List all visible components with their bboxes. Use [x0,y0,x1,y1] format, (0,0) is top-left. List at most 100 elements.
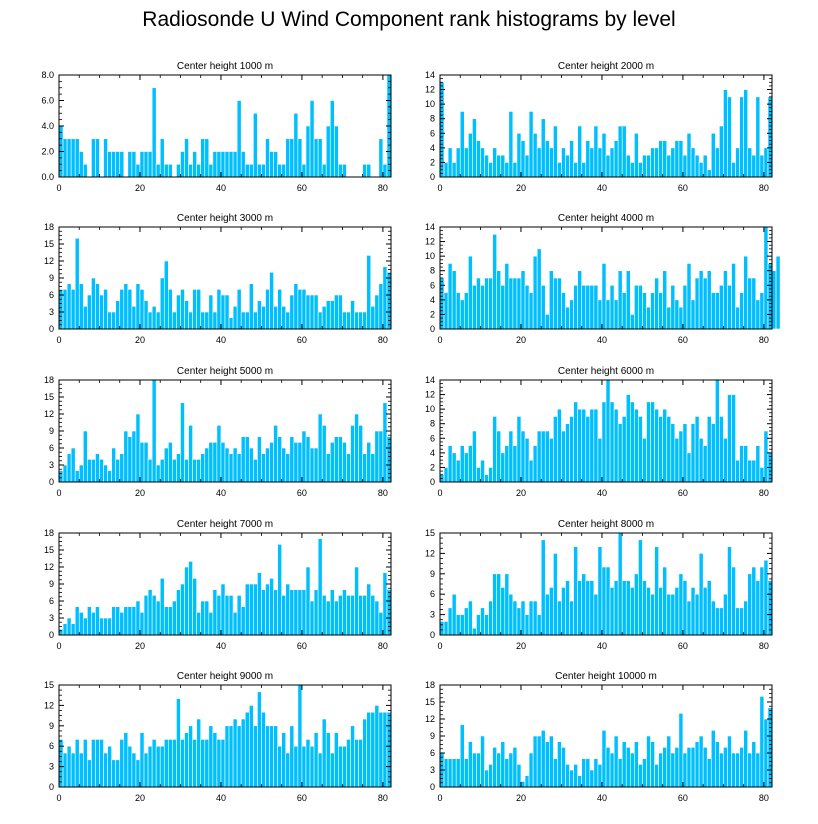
histogram-bar [642,758,647,788]
y-tick-label: 2 [430,462,435,472]
histogram-bar [163,447,169,483]
histogram-bar [103,464,108,483]
histogram-bar [313,447,319,483]
histogram-bar [329,300,335,330]
histogram-bar [135,163,141,178]
histogram-bar [544,741,550,788]
histogram-bar [727,284,732,330]
histogram-bar [731,566,736,636]
histogram-bar [654,277,659,330]
histogram-bar [524,775,530,788]
histogram-bar [512,600,518,636]
histogram-bar [682,580,688,636]
histogram-bar [285,453,291,483]
histogram-bar [253,311,258,330]
histogram-bar [240,151,246,178]
histogram-bar [257,691,262,788]
histogram-bar [536,614,542,636]
histogram-bar [480,459,485,483]
histogram-bar [192,151,197,178]
histogram-bar [119,739,125,788]
histogram-panel-10: Center height 10000 m 0 3 6 9 12 15 18 0 20 40 60 80 [425,671,773,803]
histogram-bar [374,600,380,636]
x-tick-label: 60 [297,641,307,651]
histogram-bar [95,739,100,788]
histogram-bar [82,430,88,483]
histogram-bar [593,758,599,788]
histogram-bar [670,147,676,178]
histogram-bar [281,732,287,788]
histogram-bar [690,747,696,788]
x-tick-label: 0 [437,641,442,651]
histogram-bar [719,607,724,636]
histogram-bar [715,741,720,788]
histogram-bar [196,459,202,483]
histogram-bar [715,607,720,636]
histogram-bar [629,752,635,788]
histogram-bar [151,87,157,178]
histogram-bar [666,154,672,178]
histogram-bar [87,459,92,483]
histogram-bar [321,425,327,483]
x-tick-label: 20 [516,793,526,803]
y-tick-label: 18 [425,680,435,690]
x-tick-label: 80 [378,641,388,651]
histogram-bar [605,566,611,636]
histogram-bar [658,292,663,330]
histogram-bar [723,437,728,483]
histogram-bar [321,306,327,330]
histogram-bar [184,732,189,788]
x-tick-label: 80 [378,793,388,803]
histogram-bar [642,154,647,178]
histogram-bar [366,442,372,483]
x-tick-label: 80 [759,183,769,193]
x-tick-label: 80 [759,488,769,498]
histogram-bar [354,413,359,483]
histogram-bar [451,758,457,788]
histogram-bar [163,739,169,788]
histogram-bar [585,416,591,483]
histogram-bar [763,226,769,330]
histogram-bar [168,163,173,178]
histogram-bar [743,255,749,330]
x-tick-label: 0 [56,793,61,803]
histogram-bar [301,589,307,636]
histogram-panel-7: Center height 7000 m 0 3 6 9 12 15 18 0 20 40 60 80 [44,519,392,651]
y-tick-label: 12 [425,548,435,558]
histogram-bar [374,294,380,330]
histogram-bar [553,125,558,178]
y-tick-label: 0.0 [41,172,54,182]
histogram-bar [305,436,311,483]
x-tick-label: 40 [216,641,226,651]
histogram-bar [293,745,299,788]
histogram-bar [642,292,647,330]
panel-title: Center height 1000 m [177,61,273,72]
histogram-bar [176,698,181,788]
histogram-bar [82,617,88,636]
histogram-bar [273,725,278,788]
histogram-bar [346,311,351,330]
histogram-bar [512,747,518,788]
histogram-bar [168,606,173,636]
histogram-bar [443,292,449,330]
y-tick-label: 12 [44,562,54,572]
histogram-bar [309,294,315,330]
histogram-bar [585,580,591,636]
x-tick-label: 80 [759,793,769,803]
histogram-bar [747,277,753,330]
histogram-bar [66,453,72,483]
histogram-bar [74,238,80,330]
histogram-bar [184,459,189,483]
histogram-bar [747,147,753,178]
histogram-bar [204,447,210,483]
histogram-bar [468,600,473,636]
y-tick-label: 6 [49,443,54,453]
histogram-bar [731,394,736,483]
y-tick-label: 12 [44,700,54,710]
histogram-bar [139,151,145,178]
histogram-bar [666,306,672,330]
histogram-bar [228,453,234,483]
histogram-bar [131,151,137,178]
histogram-bar [536,430,542,483]
histogram-bar [281,447,287,483]
